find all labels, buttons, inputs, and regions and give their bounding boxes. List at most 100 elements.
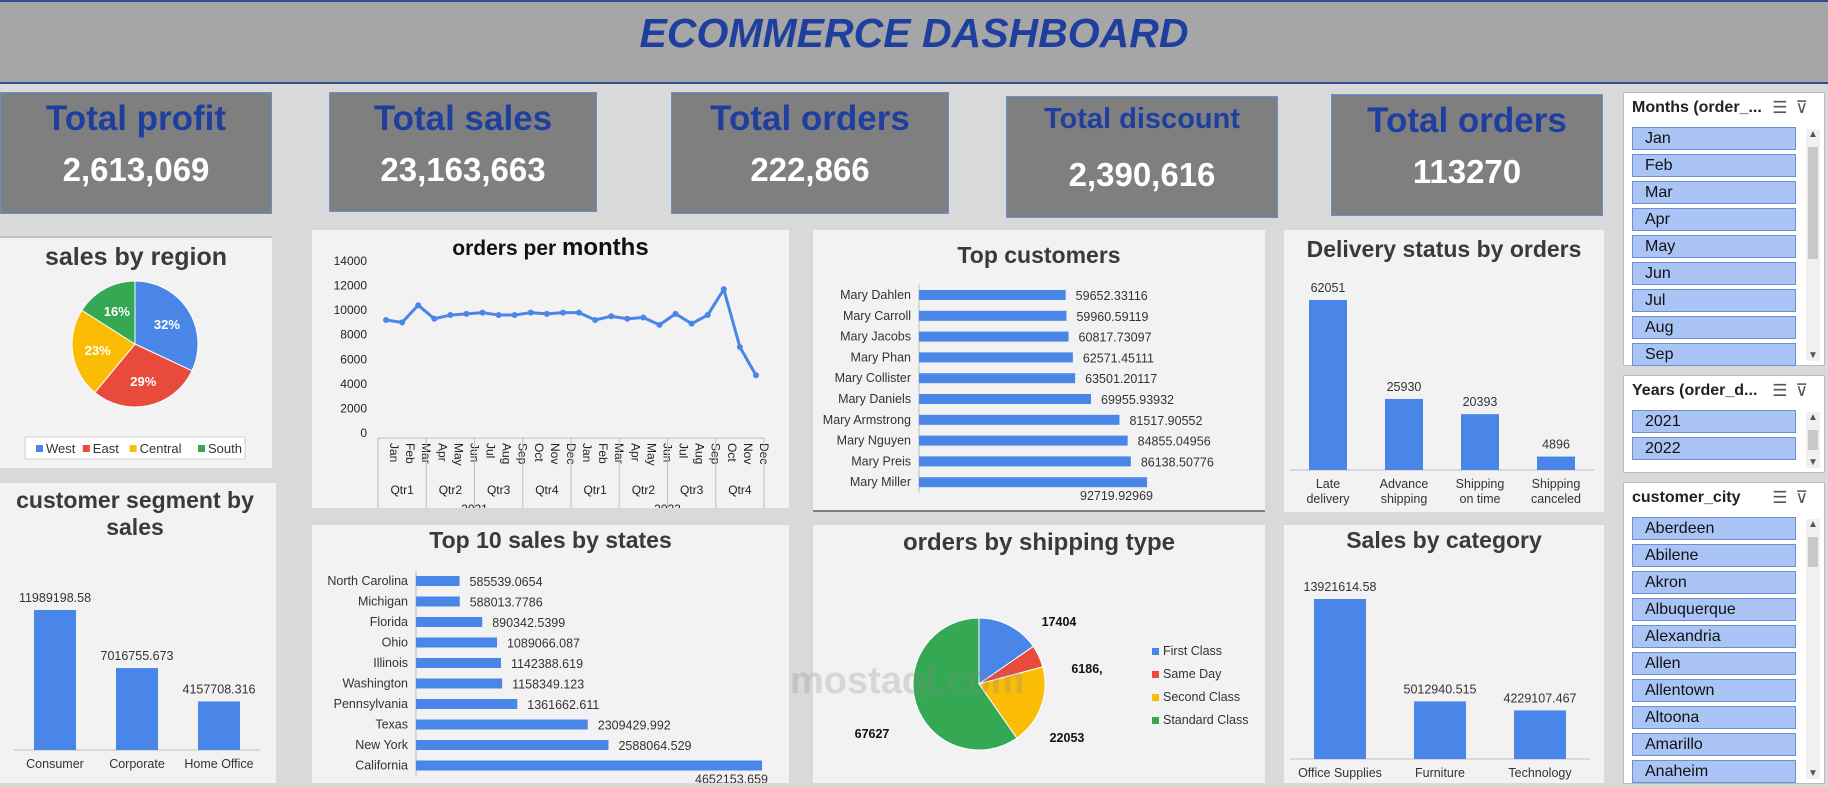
slicer-item[interactable]: Altoona xyxy=(1632,706,1796,729)
scroll-down-icon[interactable]: ▼ xyxy=(1808,768,1818,779)
slicer-item[interactable]: Allentown xyxy=(1632,679,1796,702)
x-tick-label: Feb xyxy=(596,443,610,464)
category-label: Pennsylvania xyxy=(334,697,408,711)
data-label: 4157708.316 xyxy=(183,682,256,696)
data-label: 60817.73097 xyxy=(1079,331,1152,345)
data-label: 13921614.58 xyxy=(1304,580,1377,594)
slicer-item[interactable]: 2022 xyxy=(1632,437,1796,460)
scrollbar[interactable]: ▲ ▼ xyxy=(1806,412,1820,468)
scroll-up-icon[interactable]: ▲ xyxy=(1808,129,1818,140)
slicer-item[interactable]: Anaheim xyxy=(1632,760,1796,783)
slicer-item[interactable]: Sep xyxy=(1632,343,1796,366)
data-label: 585539.0654 xyxy=(470,575,543,589)
bar xyxy=(416,596,460,607)
pie-slice xyxy=(134,280,199,372)
scroll-down-icon[interactable]: ▼ xyxy=(1808,457,1818,468)
pie-slice xyxy=(81,280,136,345)
dashboard-title: ECOMMERCE DASHBOARD xyxy=(639,10,1189,56)
slicer-item[interactable]: Albuquerque xyxy=(1632,598,1796,621)
slicer-item[interactable]: 2021 xyxy=(1632,410,1796,433)
scroll-thumb[interactable] xyxy=(1808,537,1818,567)
data-label: 4896 xyxy=(1542,438,1570,452)
slicer-item[interactable]: Jul xyxy=(1632,289,1796,312)
category-label: Mary Collister xyxy=(835,371,911,385)
bar xyxy=(416,678,503,689)
category-label: Home Office xyxy=(184,757,253,771)
slicer-item[interactable]: Feb xyxy=(1632,154,1796,177)
y-tick-label: 4000 xyxy=(340,377,367,391)
slicer-item[interactable]: Allen xyxy=(1632,652,1796,675)
slicer-item[interactable]: Apr xyxy=(1632,208,1796,231)
kpi-value: 222,866 xyxy=(750,151,870,188)
panel-customer-segment: customer segment by sales 11989198.58 Con… xyxy=(0,483,276,783)
pie-slice xyxy=(94,343,193,408)
bar xyxy=(1514,710,1566,759)
sales-by-category-chart: 13921614.58 Office Supplies 5012940.515 Fur… xyxy=(1290,580,1590,780)
data-label: 29% xyxy=(130,374,156,389)
slicer-item[interactable]: Alexandria xyxy=(1632,625,1796,648)
clear-filter-icon[interactable]: ⊽ xyxy=(1795,488,1816,507)
slicer-years[interactable]: Years (order_d... ☰⊽ 2021 2022 ▲ ▼ xyxy=(1623,375,1825,473)
clear-filter-icon[interactable]: ⊽ xyxy=(1795,381,1816,400)
multi-select-icon[interactable]: ☰ xyxy=(1772,98,1796,117)
data-point xyxy=(479,309,486,316)
bar xyxy=(1309,300,1347,470)
kpi-value: 23,163,663 xyxy=(380,151,546,188)
orders-by-shipping-chart: 17404 6186, 22053 67627 First Class Same Day… xyxy=(855,615,1248,751)
x-tick-label: Jan xyxy=(580,443,594,462)
x-tick-label: Jan xyxy=(387,443,401,462)
legend-swatch xyxy=(36,445,43,452)
sales-by-region-chart: 32% 29% 23% 16% West East Central South xyxy=(24,280,246,460)
data-point xyxy=(559,309,566,316)
bar xyxy=(919,414,1120,425)
kpi-label: Total profit xyxy=(45,99,227,138)
panel-sales-by-region: sales by region 32% 29% 23% 16% West East Cen… xyxy=(0,236,272,468)
top10-states-chart: North Carolina 585539.0654 Michigan 588013.… xyxy=(327,570,768,783)
multi-select-icon[interactable]: ☰ xyxy=(1772,488,1796,507)
slicer-item[interactable]: Abilene xyxy=(1632,544,1796,567)
category-label: Mary Miller xyxy=(850,475,911,489)
slicer-item[interactable]: May xyxy=(1632,235,1796,258)
data-label: 69955.93932 xyxy=(1101,393,1174,407)
data-label: 20393 xyxy=(1463,395,1498,409)
slicer-item[interactable]: Aberdeen xyxy=(1632,517,1796,540)
data-label: 588013.7786 xyxy=(470,596,543,610)
category-label: Corporate xyxy=(109,757,165,771)
data-point xyxy=(383,316,390,323)
chart-title: Delivery status by orders xyxy=(1306,236,1582,262)
scroll-up-icon[interactable]: ▲ xyxy=(1808,519,1818,530)
x-tick-label: Oct xyxy=(725,443,739,462)
slicer-months[interactable]: Months (order_... ☰⊽ Jan Feb Mar Apr May Jun J… xyxy=(1623,92,1825,366)
bar xyxy=(1314,599,1366,759)
slicer-item[interactable]: Aug xyxy=(1632,316,1796,339)
slicer-item[interactable]: Jun xyxy=(1632,262,1796,285)
slicer-item[interactable]: Mar xyxy=(1632,181,1796,204)
scrollbar[interactable]: ▲ ▼ xyxy=(1806,519,1820,779)
bar xyxy=(416,760,762,771)
chart-title: customer segment by sales xyxy=(16,487,254,540)
panel-top10-states: Top 10 sales by states North Carolina 585… xyxy=(312,525,789,783)
panel-orders-per-months: orders per months 14000 12000 10000 8000 600… xyxy=(312,230,789,508)
data-label: 22053 xyxy=(1050,731,1085,745)
clear-filter-icon[interactable]: ⊽ xyxy=(1795,98,1816,117)
category-label: Late delivery xyxy=(1306,477,1350,506)
data-label: 1361662.611 xyxy=(527,698,599,712)
slicer-customer-city[interactable]: customer_city ☰⊽ Aberdeen Abilene Akron Alb… xyxy=(1623,482,1825,784)
scroll-thumb[interactable] xyxy=(1808,147,1818,259)
slicer-item[interactable]: Amarillo xyxy=(1632,733,1796,756)
data-label: 7016755.673 xyxy=(101,649,174,663)
scroll-thumb[interactable] xyxy=(1808,430,1818,450)
slicer-item[interactable]: Akron xyxy=(1632,571,1796,594)
data-point xyxy=(576,309,583,316)
category-label: Texas xyxy=(375,718,408,732)
scroll-up-icon[interactable]: ▲ xyxy=(1808,412,1818,423)
slicer-item[interactable]: Jan xyxy=(1632,127,1796,150)
chart-title: Sales by category xyxy=(1346,527,1542,553)
legend-label: Standard Class xyxy=(1163,713,1248,727)
scroll-down-icon[interactable]: ▼ xyxy=(1808,350,1818,361)
category-label: Washington xyxy=(342,677,408,691)
scrollbar[interactable]: ▲ ▼ xyxy=(1806,129,1820,361)
data-label: 81517.90552 xyxy=(1129,414,1202,428)
data-label: 17404 xyxy=(1042,615,1077,629)
multi-select-icon[interactable]: ☰ xyxy=(1772,381,1796,400)
